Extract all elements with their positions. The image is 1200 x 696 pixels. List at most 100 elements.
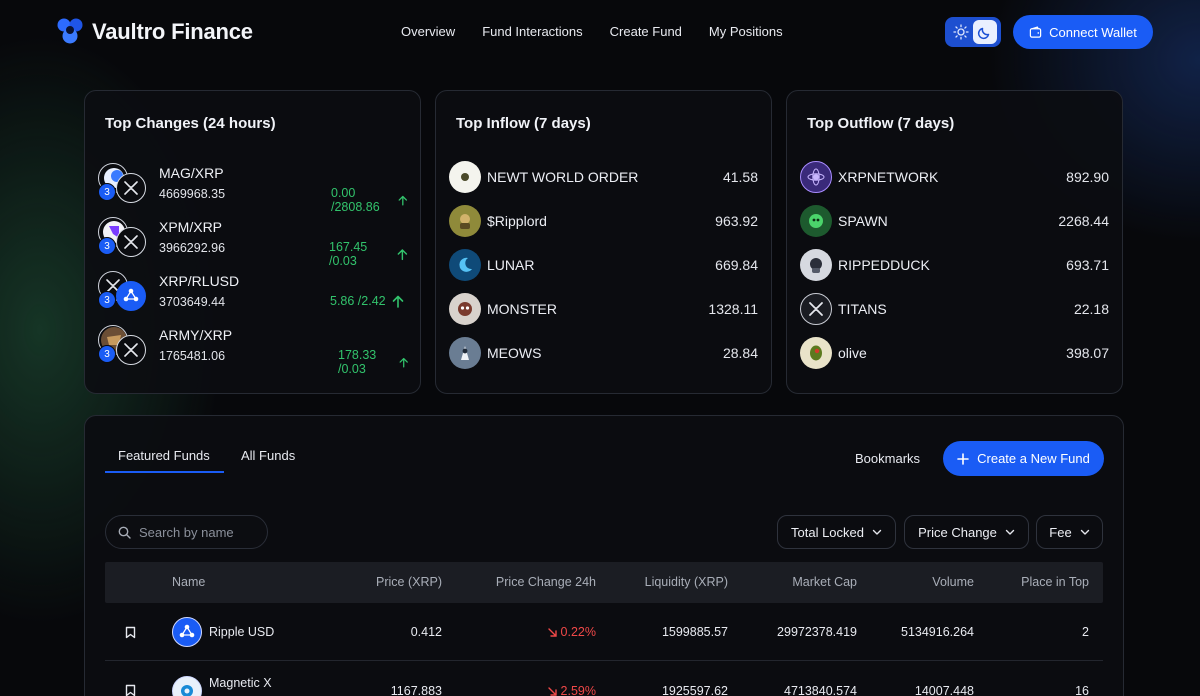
tab-all-funds[interactable]: All Funds — [241, 448, 296, 463]
list-item[interactable]: $Ripplord 963.92 — [449, 204, 758, 238]
nav-fund-interactions[interactable]: Fund Interactions — [482, 24, 583, 39]
top-inflow-card: Top Inflow (7 days) NEWT WORLD ORDER 41.… — [435, 90, 772, 394]
column-place-in-top[interactable]: Place in Top — [1021, 575, 1089, 589]
search-box[interactable] — [105, 515, 268, 549]
token-value: 398.07 — [1066, 345, 1109, 361]
arrow-up-icon — [392, 295, 403, 308]
fund-place: 2 — [1082, 625, 1089, 639]
filter-label: Total Locked — [791, 524, 864, 540]
list-item[interactable]: LUNAR 669.84 — [449, 248, 758, 282]
nav-my-positions[interactable]: My Positions — [708, 24, 783, 39]
table-row[interactable]: Ripple USD 0.412 0.22% 1599885.57 299723… — [105, 604, 1103, 661]
token-name: $Ripplord — [487, 213, 547, 229]
list-item[interactable]: MEOWS 28.84 — [449, 336, 758, 370]
pair-change: 5.86 /2.42 — [330, 294, 404, 308]
theme-toggle[interactable] — [945, 17, 1001, 47]
table-row[interactable]: Magnetic X 1167.883 2.59% 1925597.62 471… — [105, 662, 1103, 696]
fund-liquidity: 1599885.57 — [661, 625, 728, 639]
pair-amount: 3703649.44 — [159, 295, 226, 309]
list-item[interactable]: XRPNETWORK 892.90 — [800, 160, 1109, 194]
pair-row[interactable]: 3 ARMY/XRP 1765481.06 178.33 /0.03 — [98, 323, 408, 376]
token-value: 892.90 — [1066, 169, 1109, 185]
chevron-down-icon — [1005, 529, 1015, 535]
pair-name: ARMY/XRP — [159, 327, 233, 343]
nav-create-fund[interactable]: Create Fund — [609, 24, 682, 39]
fund-market-cap: 29972378.419 — [777, 625, 857, 639]
funds-panel: Featured Funds All Funds Bookmarks Creat… — [84, 415, 1124, 696]
create-fund-label: Create a New Fund — [977, 451, 1090, 466]
pair-row[interactable]: 3 XPM/XRP 3966292.96 167.45 /0.03 — [98, 215, 408, 268]
top-changes-card: Top Changes (24 hours) 3 MAG/XRP 4669968… — [84, 90, 421, 394]
fund-name[interactable]: Ripple USD — [209, 625, 275, 639]
fund-place: 16 — [1075, 684, 1089, 696]
moon-icon[interactable] — [973, 20, 997, 44]
fund-price-change: 2.59% — [547, 684, 596, 696]
column-market-cap[interactable]: Market Cap — [792, 575, 857, 589]
column-name[interactable]: Name — [172, 575, 206, 589]
column-price-change[interactable]: Price Change 24h — [495, 575, 596, 589]
token-name: MEOWS — [487, 345, 542, 361]
ripple-usd-icon — [172, 617, 202, 647]
list-item[interactable]: SPAWN 2268.44 — [800, 204, 1109, 238]
list-item[interactable]: olive 398.07 — [800, 336, 1109, 370]
token-name: MONSTER — [487, 301, 557, 317]
main-nav: Overview Fund Interactions Create Fund M… — [401, 24, 783, 39]
token-value: 693.71 — [1066, 257, 1109, 273]
xrp-icon — [116, 335, 146, 365]
token-name: RIPPEDDUCK — [838, 257, 930, 273]
bookmark-icon[interactable] — [125, 626, 136, 639]
column-liquidity[interactable]: Liquidity (XRP) — [644, 575, 728, 589]
column-volume[interactable]: Volume — [932, 575, 974, 589]
spawn-icon — [800, 205, 832, 237]
chevron-down-icon — [1080, 529, 1089, 535]
fund-name[interactable]: Magnetic X — [209, 676, 272, 690]
top-changes-title: Top Changes (24 hours) — [105, 115, 276, 132]
sun-icon[interactable] — [951, 22, 971, 42]
xrp-icon — [116, 173, 146, 203]
tab-featured-funds[interactable]: Featured Funds — [118, 448, 210, 463]
create-fund-button[interactable]: Create a New Fund — [943, 441, 1104, 476]
token-value: 2268.44 — [1058, 213, 1109, 229]
list-item[interactable]: TITANS 22.18 — [800, 292, 1109, 326]
search-input[interactable] — [139, 524, 264, 540]
pair-badge: 3 — [98, 345, 116, 363]
arrow-down-right-icon — [547, 686, 557, 696]
monster-icon — [449, 293, 481, 325]
nav-overview[interactable]: Overview — [401, 24, 456, 39]
pair-name: XPM/XRP — [159, 219, 223, 235]
list-item[interactable]: MONSTER 1328.11 — [449, 292, 758, 326]
bookmark-icon[interactable] — [125, 684, 136, 696]
newt-world-order-icon — [449, 161, 481, 193]
arrow-up-icon — [398, 195, 408, 206]
list-item[interactable]: RIPPEDDUCK 693.71 — [800, 248, 1109, 282]
filter-total-locked[interactable]: Total Locked — [777, 515, 896, 549]
pair-icons: 3 — [98, 323, 148, 369]
fund-price-change-value: 0.22% — [560, 625, 596, 639]
top-inflow-title: Top Inflow (7 days) — [456, 115, 591, 132]
pair-row[interactable]: 3 MAG/XRP 4669968.35 0.00 /2808.86 — [98, 161, 408, 214]
vaultro-logo-icon — [57, 18, 83, 44]
bookmarks-link[interactable]: Bookmarks — [855, 451, 921, 466]
logo[interactable]: Vaultro Finance — [54, 16, 253, 48]
filter-fee[interactable]: Fee — [1036, 515, 1103, 549]
list-item[interactable]: NEWT WORLD ORDER 41.58 — [449, 160, 758, 194]
token-name: TITANS — [838, 301, 887, 317]
xrpnetwork-icon — [800, 161, 832, 193]
token-name: NEWT WORLD ORDER — [487, 169, 639, 185]
fund-liquidity: 1925597.62 — [661, 684, 728, 696]
pair-row[interactable]: 3 XRP/RLUSD 3703649.44 5.86 /2.42 — [98, 269, 408, 315]
xrp-icon — [116, 227, 146, 257]
magnetic-x-icon — [172, 676, 202, 696]
column-price[interactable]: Price (XRP) — [376, 575, 442, 589]
pair-change: 178.33 /0.03 — [338, 348, 408, 376]
token-name: LUNAR — [487, 257, 535, 273]
fund-volume: 5134916.264 — [901, 625, 974, 639]
fund-price-change-value: 2.59% — [560, 684, 596, 696]
filter-label: Price Change — [918, 524, 997, 540]
token-name: SPAWN — [838, 213, 888, 229]
connect-wallet-button[interactable]: Connect Wallet — [1013, 15, 1153, 49]
filter-price-change[interactable]: Price Change — [904, 515, 1029, 549]
pair-amount: 3966292.96 — [159, 241, 226, 255]
fund-market-cap: 4713840.574 — [784, 684, 857, 696]
token-name: XRPNETWORK — [838, 169, 939, 185]
